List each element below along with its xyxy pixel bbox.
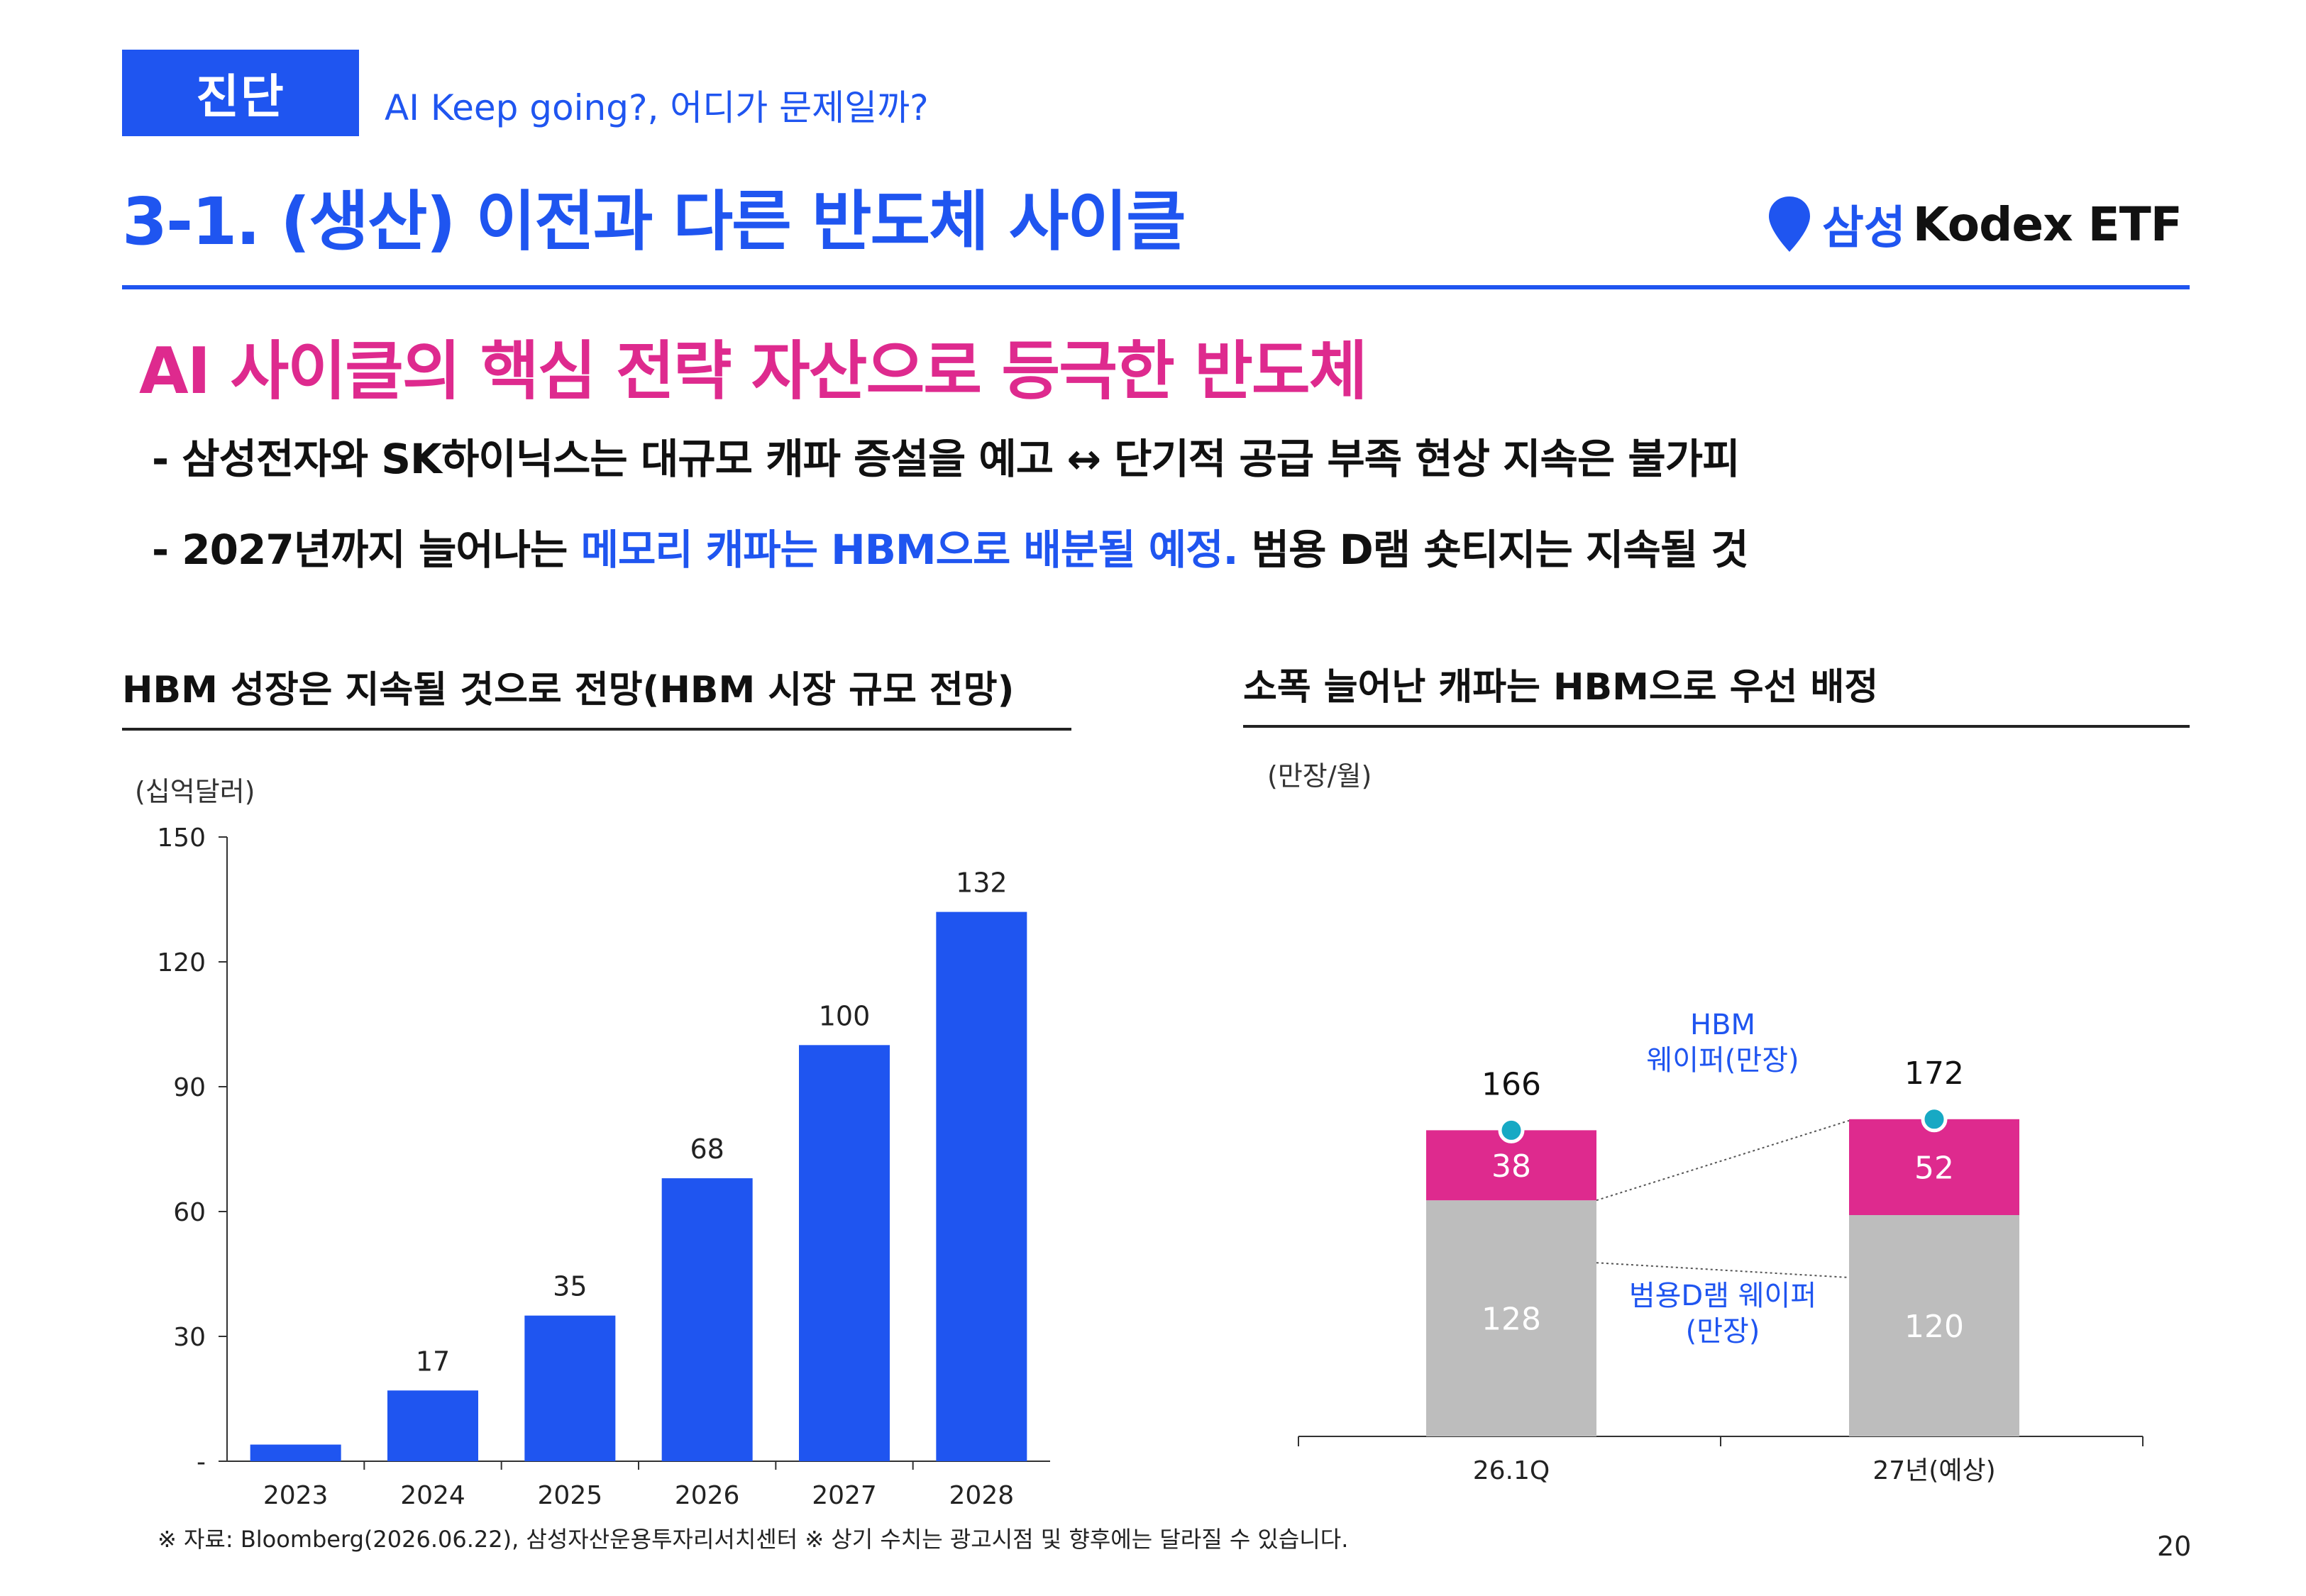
x-tick-label: 2025 — [538, 1481, 603, 1510]
brand-logo: 삼성 Kodex ETF — [1767, 192, 2183, 257]
left-chart-unit: (십억달러) — [135, 776, 255, 807]
bar-value-label: 17 — [416, 1346, 450, 1377]
y-tick-label: 60 — [173, 1198, 206, 1227]
left-chart-rule — [122, 728, 1071, 731]
title-divider — [122, 285, 2190, 289]
y-tick-label: 30 — [173, 1323, 206, 1352]
bar — [387, 1390, 478, 1461]
dram-series-label-2: (만장) — [1686, 1315, 1760, 1348]
bullet-1: - 삼성전자와 SK하이닉스는 대규모 캐파 증설을 예고 ↔ 단기적 공급 부… — [152, 435, 1740, 483]
total-marker — [1498, 1116, 1525, 1143]
right-chart-rule — [1243, 725, 2190, 728]
hbm-connector-line — [1596, 1119, 1850, 1202]
x-tick-label: 26.1Q — [1473, 1456, 1550, 1485]
x-tick-label: 2026 — [675, 1481, 740, 1510]
hbm-value-label: 38 — [1491, 1148, 1531, 1185]
section-subtitle: AI Keep going?, 어디가 문제일까? — [385, 87, 929, 128]
right-chart-unit: (만장/월) — [1267, 760, 1372, 792]
x-tick-label: 27년(예상) — [1872, 1456, 1995, 1485]
left-chart-title: HBM 성장은 지속될 것으로 전망(HBM 시장 규모 전망) — [122, 669, 1015, 711]
bar-value-label: 132 — [956, 868, 1008, 899]
x-tick-label: 2023 — [263, 1481, 329, 1510]
x-tick-label: 2027 — [812, 1481, 877, 1510]
bar — [250, 1444, 341, 1461]
hbm-market-bar-chart: - 30 60 90 120 150 2023 17 2024 35 2025 68 2026 100 20… — [157, 824, 1050, 1510]
logo-samsung-text: 삼성 — [1822, 202, 1906, 255]
total-marker — [1921, 1106, 1948, 1133]
source-footnote: ※ 자료: Bloomberg(2026.06.22), 삼성자산운용투자리서치… — [158, 1526, 1349, 1553]
section-tag: 진단 — [122, 50, 359, 136]
bar — [661, 1178, 753, 1461]
y-tick-label: 120 — [157, 948, 206, 977]
dram-series-label: 범용D램 웨이퍼 — [1629, 1280, 1816, 1312]
bullet-2-highlight: 메모리 캐파는 HBM으로 배분될 예정. — [580, 526, 1239, 574]
x-tick-label: 2028 — [949, 1481, 1015, 1510]
dram-value-label: 128 — [1482, 1302, 1541, 1338]
bullet-2: - 2027년까지 늘어나는 메모리 캐파는 HBM으로 배분될 예정. 범용 … — [152, 516, 1749, 576]
dram-wafer-bar — [1426, 1200, 1596, 1436]
x-tick-label: 2024 — [400, 1481, 465, 1510]
bar-value-label: 35 — [553, 1271, 587, 1302]
hbm-series-label-2: 웨이퍼(만장) — [1646, 1044, 1799, 1077]
y-tick-label: - — [197, 1448, 206, 1477]
y-tick-label: 90 — [173, 1073, 206, 1102]
bar — [799, 1045, 890, 1461]
dram-connector-line — [1596, 1262, 1850, 1278]
bar — [936, 911, 1027, 1461]
hbm-series-label: HBM — [1690, 1009, 1755, 1041]
bullet-2-prefix: - 2027년까지 늘어나는 — [152, 526, 581, 574]
dram-wafer-bar — [1849, 1215, 2019, 1436]
total-value-label: 172 — [1904, 1055, 1964, 1092]
bar-value-label: 100 — [819, 1000, 871, 1031]
hbm-value-label: 52 — [1914, 1150, 1954, 1186]
page-number: 20 — [2157, 1531, 2192, 1562]
dram-value-label: 120 — [1904, 1309, 1964, 1345]
bullet-2-suffix: 범용 D램 숏티지는 지속될 것 — [1237, 526, 1749, 574]
headline: AI 사이클의 핵심 전략 자산으로 등극한 반도체 — [139, 334, 1368, 409]
total-value-label: 166 — [1482, 1066, 1541, 1102]
bar — [524, 1315, 616, 1461]
page-title: 3-1. (생산) 이전과 다른 반도체 사이클 — [122, 184, 1186, 260]
location-pin-icon — [1769, 196, 1810, 252]
hbm-wafer-bar — [1849, 1119, 2019, 1215]
logo-product-text: Kodex ETF — [1912, 196, 2183, 252]
y-tick-label: 150 — [157, 824, 206, 853]
bar-value-label: 68 — [690, 1134, 724, 1165]
right-chart-title: 소폭 늘어난 캐파는 HBM으로 우선 배정 — [1243, 666, 1879, 709]
